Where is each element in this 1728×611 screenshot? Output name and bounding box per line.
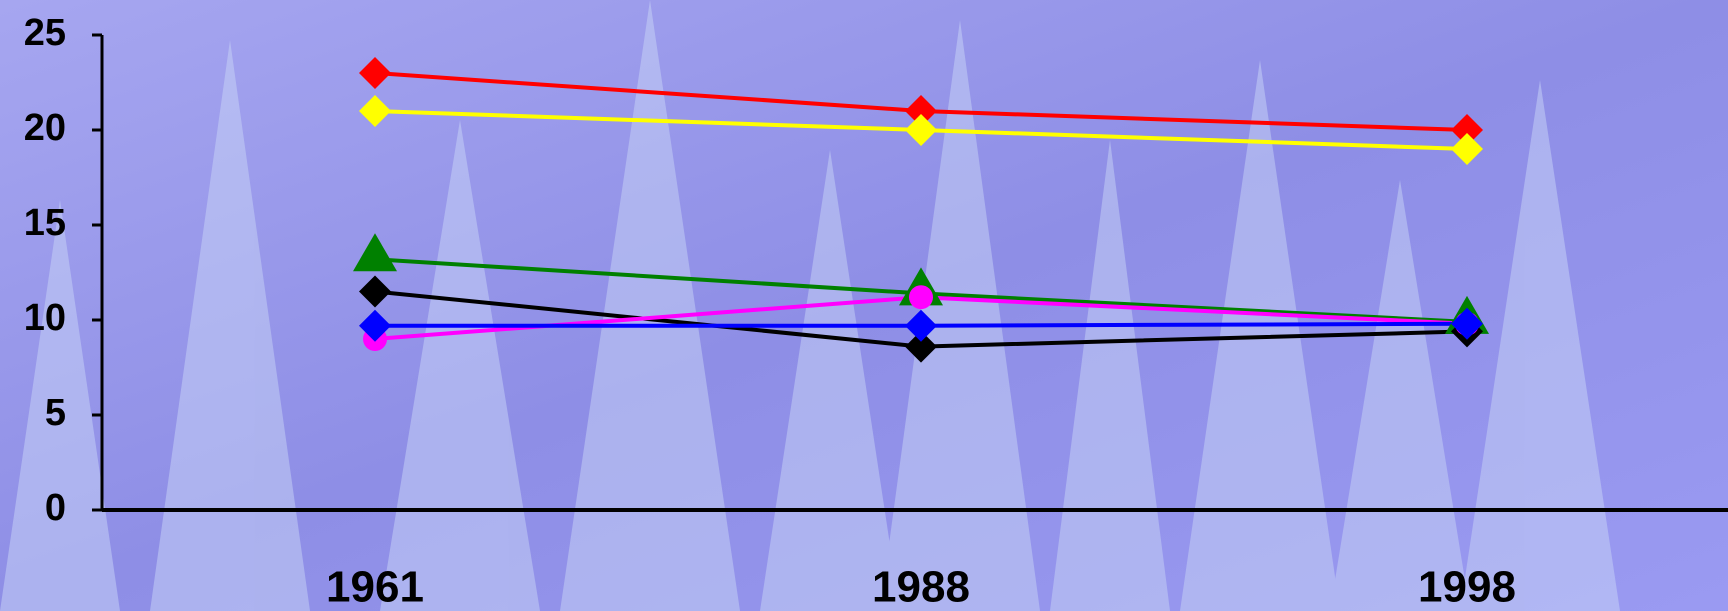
y-tick-label: 15 <box>24 202 66 244</box>
y-tick-label: 10 <box>24 297 66 339</box>
y-tick-label: 0 <box>45 487 66 529</box>
x-tick-label: 1961 <box>326 563 424 611</box>
marker <box>909 285 933 309</box>
x-tick-label: 1998 <box>1418 563 1516 611</box>
x-tick-label: 1988 <box>872 563 970 611</box>
y-tick-label: 25 <box>24 12 66 54</box>
page: 0510152025196119881998 (() => { const da… <box>0 0 1728 611</box>
chart: 0 5 10 15 20 25 1961 1988 1998 <box>0 0 1728 611</box>
y-tick-label: 20 <box>24 107 66 149</box>
y-tick-label: 5 <box>45 392 66 434</box>
